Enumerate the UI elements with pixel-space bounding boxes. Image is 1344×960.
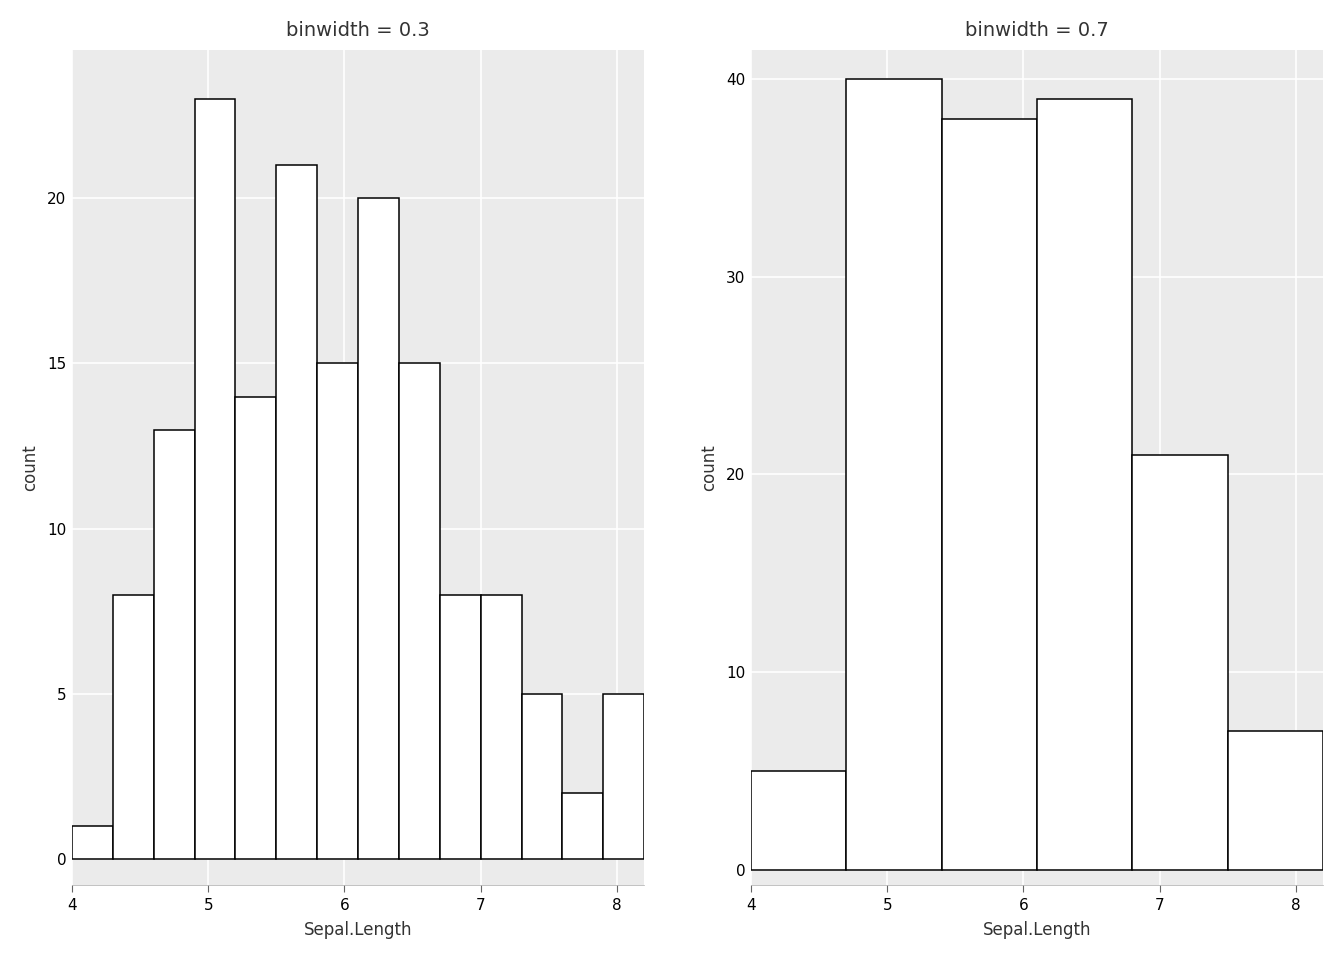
Bar [942, 119, 1038, 870]
Bar [603, 694, 644, 859]
Bar [358, 199, 399, 859]
Title: binwidth = 0.3: binwidth = 0.3 [286, 21, 430, 39]
Bar [399, 364, 439, 859]
Bar [481, 594, 521, 859]
Bar [73, 826, 113, 859]
Bar [521, 694, 562, 859]
Bar [1133, 455, 1228, 870]
Bar [113, 594, 153, 859]
Bar [153, 429, 195, 859]
X-axis label: Sepal.Length: Sepal.Length [982, 922, 1091, 939]
Bar [1228, 732, 1322, 870]
Bar [1038, 99, 1133, 870]
Bar [317, 364, 358, 859]
Bar [439, 594, 481, 859]
Bar [751, 771, 847, 870]
Bar [235, 396, 277, 859]
Y-axis label: count: count [22, 444, 39, 491]
Bar [847, 80, 942, 870]
Bar [277, 165, 317, 859]
Title: binwidth = 0.7: binwidth = 0.7 [965, 21, 1109, 39]
Y-axis label: count: count [700, 444, 718, 491]
X-axis label: Sepal.Length: Sepal.Length [304, 922, 413, 939]
Bar [195, 99, 235, 859]
Bar [562, 793, 603, 859]
